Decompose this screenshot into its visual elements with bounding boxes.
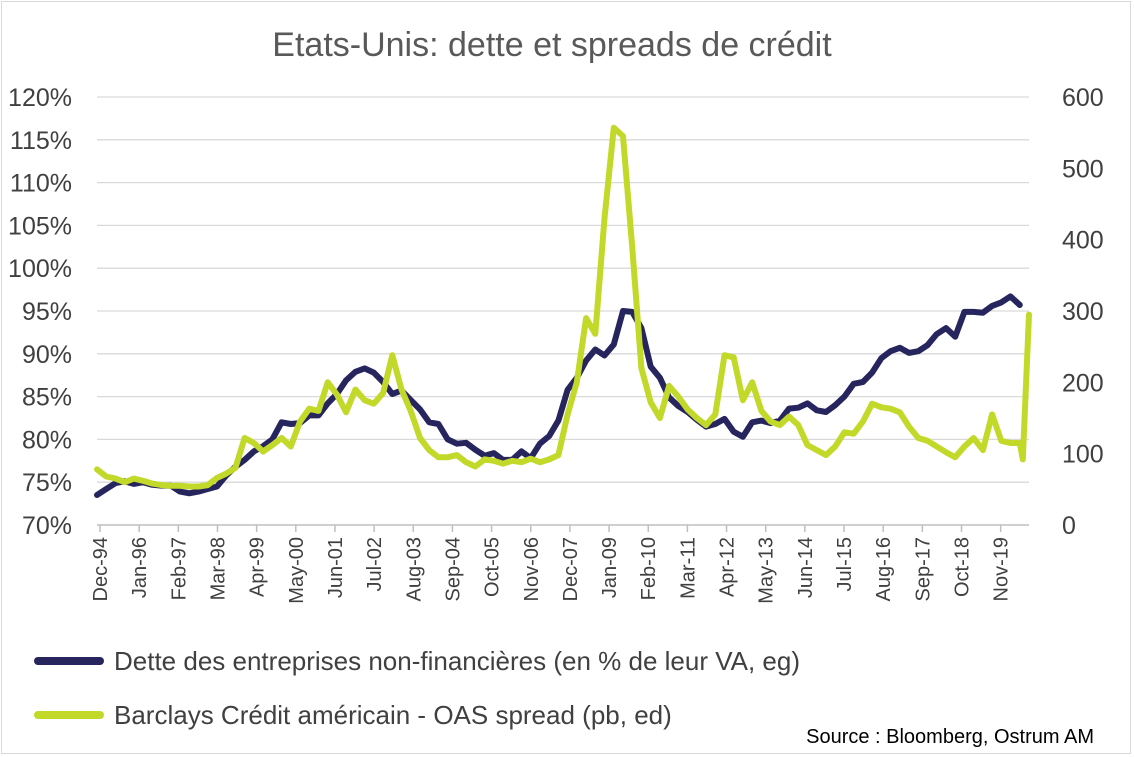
- y-left-tick-label: 105%: [8, 212, 72, 240]
- legend-swatch-spread: [34, 711, 104, 719]
- y-right-tick-label: 100: [1062, 441, 1104, 469]
- x-tick-label: Dec-07: [560, 537, 582, 601]
- y-left-tick-label: 80%: [22, 426, 72, 454]
- x-tick-label: Jul-02: [364, 537, 386, 591]
- x-tick-label: Feb-10: [638, 537, 660, 600]
- legend-item-debt: Dette des entreprises non-financières (e…: [34, 641, 800, 681]
- y-left-tick-label: 100%: [8, 255, 72, 283]
- x-tick-label: Apr-99: [247, 537, 269, 597]
- x-tick-label: Sep-04: [442, 537, 464, 602]
- y-right-tick-label: 500: [1062, 155, 1104, 183]
- chart-title: Etats-Unis: dette et spreads de crédit: [272, 26, 832, 64]
- x-tick-label: Aug-16: [873, 537, 895, 602]
- series-line-debt: [94, 293, 1023, 498]
- x-tick-label: Mar-11: [677, 537, 699, 599]
- x-tick-label: Oct-18: [952, 537, 974, 597]
- x-tick-label: Jul-15: [834, 537, 856, 591]
- y-left-tick-label: 120%: [8, 84, 72, 112]
- x-tick-label: Apr-12: [717, 537, 739, 597]
- y-right-tick-label: 300: [1062, 298, 1104, 326]
- legend-label-debt: Dette des entreprises non-financières (e…: [114, 645, 800, 676]
- x-tick-label: Jun-01: [325, 537, 347, 598]
- y-axis-left: 70% 75% 80% 85% 90% 95% 100% 105% 110% 115% 120%: [8, 84, 72, 540]
- y-left-tick-label: 115%: [10, 127, 72, 155]
- x-axis: Dec-94 Jan-96 Feb-97 Mar-98 Apr-99 May-00 Jun-…: [90, 524, 1029, 604]
- x-tick-label: Aug-03: [403, 537, 425, 602]
- legend-item-spread: Barclays Crédit américain - OAS spread (…: [34, 695, 672, 735]
- y-left-tick-label: 75%: [22, 469, 72, 497]
- y-left-tick-label: 110%: [10, 170, 72, 198]
- y-right-tick-label: 0: [1062, 512, 1076, 540]
- y-right-tick-label: 400: [1062, 227, 1104, 255]
- x-tick-label: Dec-94: [90, 537, 112, 601]
- y-left-tick-label: 95%: [22, 298, 72, 326]
- y-left-tick-label: 90%: [22, 341, 72, 369]
- x-tick-label: Oct-05: [482, 537, 504, 597]
- x-tick-label: Jan-09: [599, 537, 621, 598]
- y-right-tick-label: 600: [1062, 84, 1104, 112]
- y-axis-right: 0 100 200 300 400 500 600: [1062, 84, 1104, 540]
- source-note: Source : Bloomberg, Ostrum AM: [806, 726, 1094, 748]
- x-tick-label: Mar-98: [207, 537, 229, 600]
- x-tick-label: May-13: [756, 537, 778, 604]
- x-tick-label: Feb-97: [168, 537, 190, 600]
- legend-swatch-debt: [34, 657, 104, 665]
- x-tick-label: Sep-17: [912, 537, 934, 602]
- series-lines: [94, 124, 1032, 498]
- x-tick-label: Nov-06: [521, 537, 543, 601]
- x-tick-label: Nov-19: [991, 537, 1013, 601]
- y-right-tick-label: 200: [1062, 369, 1104, 397]
- x-tick-label: Jan-96: [129, 537, 151, 598]
- y-left-tick-label: 85%: [22, 384, 72, 412]
- y-left-tick-label: 70%: [22, 512, 72, 540]
- series-line-spread: [94, 124, 1032, 490]
- x-tick-label: Jun-14: [795, 537, 817, 598]
- legend-label-spread: Barclays Crédit américain - OAS spread (…: [114, 699, 672, 730]
- x-tick-label: May-00: [286, 537, 308, 604]
